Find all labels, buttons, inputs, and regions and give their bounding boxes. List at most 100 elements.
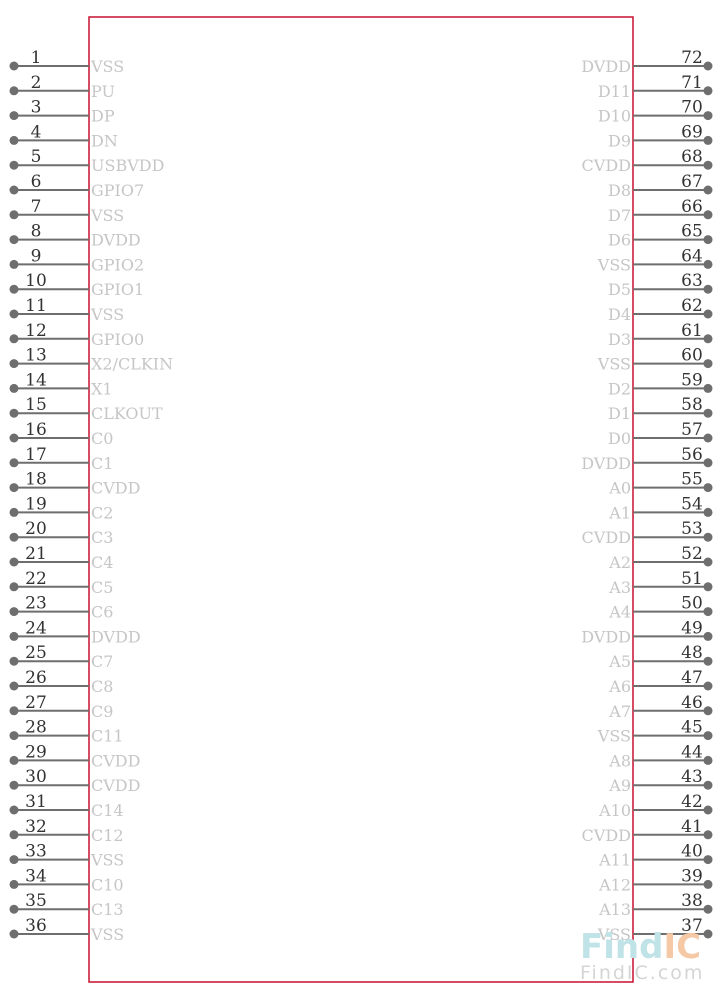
pin-1: 1 VSS — [9, 48, 124, 76]
pin-terminal-dot — [9, 755, 19, 765]
pin-number: 34 — [25, 866, 47, 886]
pin-63: 63 D5 — [608, 271, 713, 299]
pin-terminal-dot — [703, 309, 713, 319]
pin-number: 12 — [25, 321, 47, 341]
pin-name: C4 — [91, 553, 113, 572]
pin-71: 71 D11 — [598, 73, 713, 101]
pin-terminal-dot — [9, 706, 19, 716]
pin-22: 22 C5 — [9, 569, 113, 597]
pin-terminal-dot — [703, 681, 713, 691]
pin-65: 65 D6 — [608, 222, 713, 250]
pin-terminal-dot — [703, 334, 713, 344]
pin-number: 5 — [31, 147, 42, 167]
pin-name: D5 — [608, 280, 631, 299]
pin-terminal-dot — [703, 135, 713, 145]
pin-number: 15 — [25, 395, 47, 415]
pin-26: 26 C8 — [9, 668, 113, 696]
pin-number: 4 — [31, 122, 42, 142]
watermark-logo: FindIC FindIC.com — [580, 927, 704, 984]
pin-9: 9 GPIO2 — [9, 246, 144, 274]
pin-number: 56 — [681, 445, 703, 465]
pin-number: 64 — [681, 246, 703, 266]
pin-name: C10 — [91, 875, 124, 894]
pin-name: A3 — [608, 578, 631, 597]
pin-name: CVDD — [91, 751, 140, 770]
pin-number: 24 — [25, 618, 47, 638]
pin-terminal-dot — [9, 805, 19, 815]
pin-number: 36 — [25, 916, 47, 936]
pin-terminal-dot — [703, 483, 713, 493]
watermark-site: FindIC.com — [580, 962, 704, 984]
pin-terminal-dot — [703, 458, 713, 468]
pin-name: USBVDD — [91, 156, 164, 175]
pin-name: GPIO2 — [91, 255, 144, 274]
pin-53: 53 CVDD — [582, 519, 713, 547]
pin-52: 52 A2 — [608, 544, 713, 572]
pin-number: 61 — [681, 321, 703, 341]
pin-name: PU — [91, 82, 115, 101]
pin-name: C0 — [91, 429, 113, 448]
pin-name: VSS — [90, 57, 124, 76]
pin-name: CVDD — [91, 479, 140, 498]
pin-terminal-dot — [703, 706, 713, 716]
pin-name: D2 — [608, 379, 631, 398]
pin-terminal-dot — [9, 259, 19, 269]
pin-name: C2 — [91, 503, 113, 522]
pin-terminal-dot — [9, 582, 19, 592]
pin-name: CVDD — [582, 528, 631, 547]
pin-terminal-dot — [703, 507, 713, 517]
pin-number: 40 — [681, 842, 703, 862]
pin-name: D3 — [608, 330, 631, 349]
pin-number: 26 — [25, 668, 47, 688]
pin-3: 3 DP — [9, 98, 115, 126]
pin-terminal-dot — [9, 631, 19, 641]
pin-terminal-dot — [703, 656, 713, 666]
pin-name: GPIO1 — [91, 280, 144, 299]
pin-14: 14 X1 — [9, 370, 113, 398]
pin-name: D0 — [608, 429, 631, 448]
pin-number: 25 — [25, 643, 47, 663]
pin-68: 68 CVDD — [582, 147, 713, 175]
pin-number: 63 — [681, 271, 703, 291]
pin-terminal-dot — [703, 61, 713, 71]
pin-terminal-dot — [9, 557, 19, 567]
pin-name: C8 — [91, 677, 113, 696]
pin-terminal-dot — [9, 929, 19, 939]
pin-25: 25 C7 — [9, 643, 113, 671]
pin-number: 35 — [25, 891, 47, 911]
pin-38: 38 A13 — [598, 891, 713, 919]
pin-number: 22 — [25, 569, 47, 589]
pin-29: 29 CVDD — [9, 742, 140, 770]
pin-name: A12 — [598, 875, 631, 894]
pin-name: A13 — [598, 900, 631, 919]
pin-62: 62 D4 — [608, 296, 713, 324]
pin-8: 8 DVDD — [9, 222, 141, 250]
pin-name: D9 — [608, 131, 631, 150]
pin-number: 50 — [681, 594, 703, 614]
pin-23: 23 C6 — [9, 594, 113, 622]
pin-name: A1 — [608, 503, 631, 522]
pin-number: 72 — [681, 48, 703, 68]
pin-number: 6 — [31, 172, 42, 192]
watermark-ic: IC — [663, 927, 701, 967]
pin-terminal-dot — [9, 532, 19, 542]
pin-number: 31 — [25, 792, 47, 812]
pin-51: 51 A3 — [608, 569, 713, 597]
pin-name: DVDD — [581, 627, 631, 646]
pin-46: 46 A7 — [608, 693, 713, 721]
pin-number: 41 — [681, 817, 703, 837]
pin-66: 66 D7 — [608, 197, 713, 225]
pin-terminal-dot — [703, 532, 713, 542]
pin-terminal-dot — [703, 86, 713, 96]
pin-terminal-dot — [9, 284, 19, 294]
pin-21: 21 C4 — [9, 544, 113, 572]
pin-number: 17 — [25, 445, 47, 465]
pin-name: C3 — [91, 528, 113, 547]
pin-name: A9 — [608, 776, 631, 795]
pin-20: 20 C3 — [9, 519, 113, 547]
pin-64: 64 VSS — [597, 246, 713, 274]
pin-name: A4 — [608, 603, 631, 622]
pin-terminal-dot — [703, 557, 713, 567]
right-pin-group: 72DVDD71D1170D1069D968CVDD67D866D765D664… — [581, 48, 713, 944]
pin-name: A0 — [608, 479, 631, 498]
